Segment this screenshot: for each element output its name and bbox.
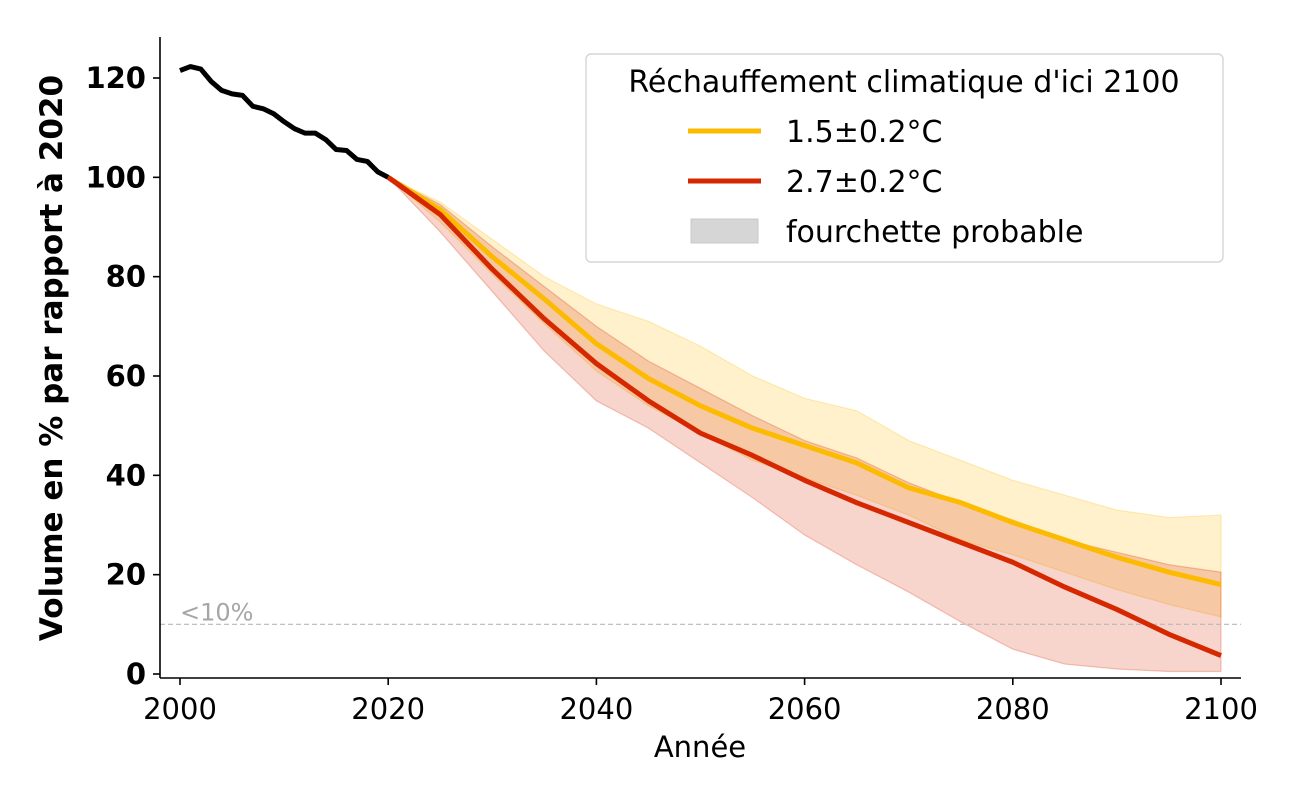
x-tick-label: 2080 — [976, 692, 1050, 726]
x-tick-label: 2060 — [768, 692, 842, 726]
range-band-2-7 — [387, 176, 1222, 673]
x-tick-label: 2040 — [559, 692, 633, 726]
y-ticks: 0 20 40 60 80 100 120 — [85, 61, 160, 691]
threshold-label: <10% — [180, 598, 253, 626]
legend-title: Réchauffement climatique d'ici 2100 — [628, 65, 1179, 100]
series-line-2-7 — [386, 175, 1222, 658]
legend-frame — [585, 53, 1224, 263]
y-tick-label: 100 — [85, 160, 146, 194]
x-tick-label: 2100 — [1184, 692, 1258, 726]
x-axis-label: Année — [654, 730, 746, 764]
y-axis-label: Volume en % par rapport à 2020 — [34, 75, 70, 641]
x-ticks: 2000 2020 2040 2060 2080 2100 — [143, 678, 1258, 726]
y-tick-label: 40 — [106, 458, 146, 492]
legend-label-2-7: 2.7±0.2°C — [786, 165, 943, 200]
legend-label-range: fourchette probable — [786, 215, 1083, 250]
x-tick-label: 2020 — [351, 692, 425, 726]
y-tick-label: 80 — [106, 260, 146, 294]
historical-line — [179, 64, 390, 180]
legend-swatch-range — [690, 218, 759, 244]
y-tick-label: 20 — [106, 558, 146, 592]
x-tick-label: 2000 — [143, 692, 217, 726]
y-tick-label: 60 — [106, 359, 146, 393]
y-tick-label: 120 — [85, 61, 146, 95]
legend: Réchauffement climatique d'ici 2100 1.5±… — [585, 53, 1224, 263]
y-tick-label: 0 — [126, 657, 146, 691]
legend-label-1-5: 1.5±0.2°C — [786, 115, 943, 150]
series-lines — [179, 64, 1222, 658]
series-line-1-5 — [386, 175, 1222, 588]
